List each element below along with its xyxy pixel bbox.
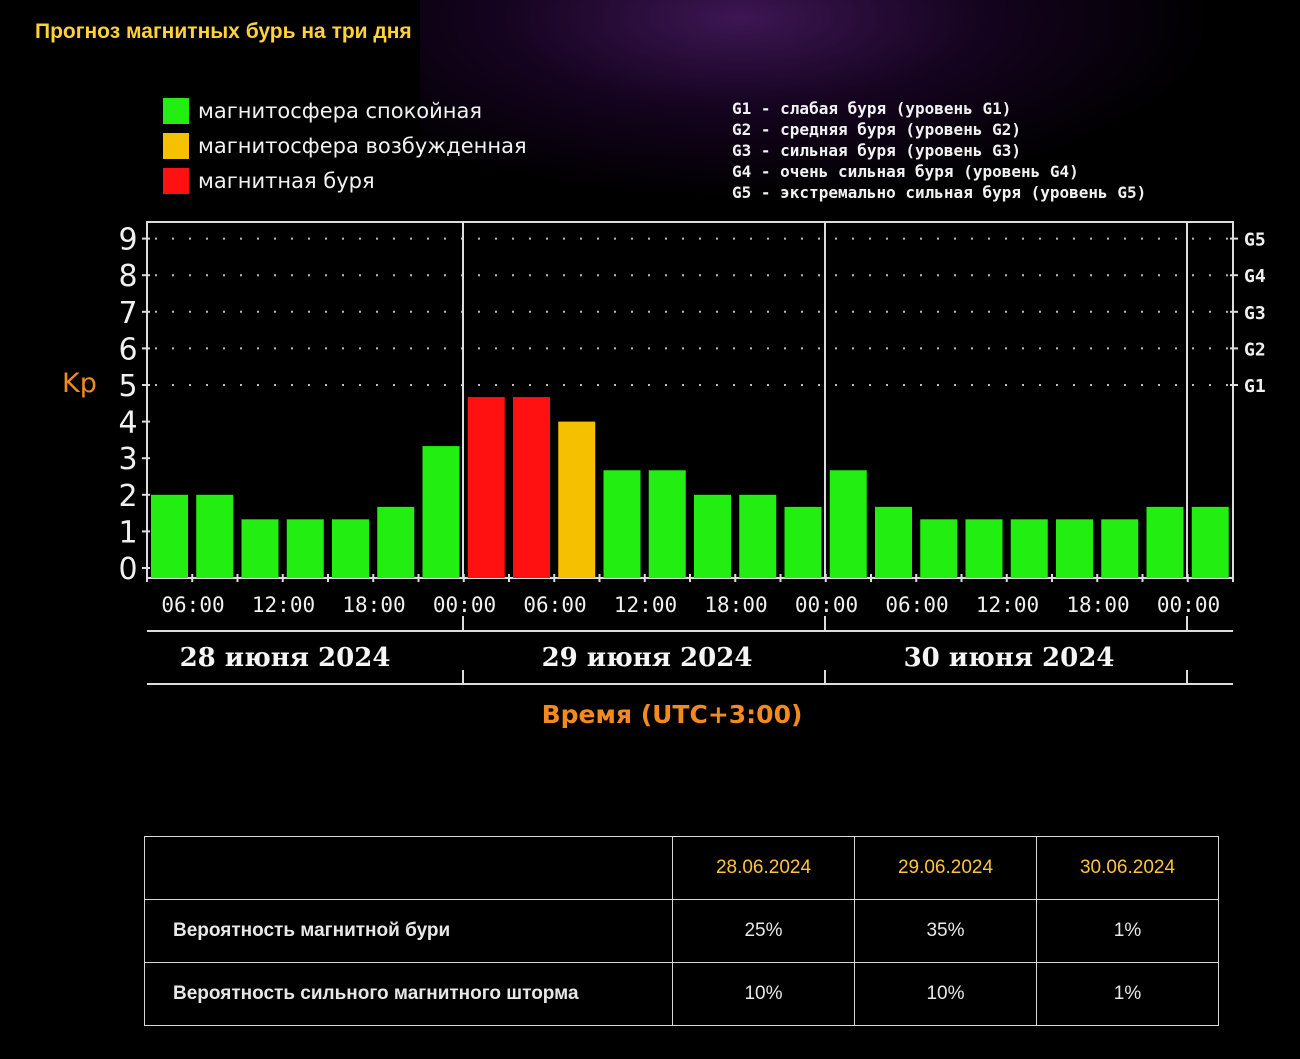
table-row: Вероятность сильного магнитного шторма 1… <box>144 962 1219 1026</box>
legend-swatch-storm <box>163 168 189 194</box>
kp-bar <box>1010 519 1048 578</box>
legend-label-quiet: магнитосфера спокойная <box>198 99 483 123</box>
table-cell: 10% <box>854 962 1037 1026</box>
kp-bar <box>1056 519 1093 578</box>
y-tick-label: 7 <box>118 296 137 331</box>
kp-bar <box>513 397 550 578</box>
g-tick-label: G1 <box>1244 376 1266 397</box>
table-row-label: Вероятность магнитной бури <box>144 899 673 963</box>
table-row: Вероятность магнитной бури 25% 35% 1% <box>144 899 1219 963</box>
g-tick-label: G2 <box>1244 339 1266 360</box>
probability-table: 28.06.2024 29.06.2024 30.06.2024 Вероятн… <box>144 836 1219 1026</box>
kp-bar <box>739 494 777 578</box>
kp-bar <box>875 506 912 578</box>
legend-label-storm: магнитная буря <box>198 169 375 193</box>
legend-swatch-quiet <box>163 98 189 124</box>
time-tick-label: 06:00 <box>523 593 586 617</box>
kp-bar <box>467 397 505 578</box>
y-tick-label: 5 <box>118 369 137 404</box>
kp-bar <box>920 519 958 578</box>
time-tick-label: 00:00 <box>433 593 496 617</box>
table-cell: 35% <box>854 899 1037 963</box>
y-tick-label: 2 <box>118 479 137 514</box>
kp-bar <box>196 494 234 578</box>
legend-item-active: магнитосфера возбужденная <box>163 132 527 160</box>
kp-bar <box>784 506 822 578</box>
kp-bar <box>151 494 188 578</box>
storm-level-g5: G5 - экстремально сильная буря (уровень … <box>732 183 1147 202</box>
y-tick-label: 4 <box>118 406 137 441</box>
legend-label-active: магнитосфера возбужденная <box>198 134 527 158</box>
storm-level-legend: G1 - слабая буря (уровень G1) G2 - средн… <box>732 98 1146 203</box>
table-header-date: 29.06.2024 <box>854 836 1037 900</box>
y-tick-label: 0 <box>118 552 137 587</box>
time-tick-label: 12:00 <box>252 593 315 617</box>
table-header-row: 28.06.2024 29.06.2024 30.06.2024 <box>144 836 1219 900</box>
day-label: 28 июня 2024 <box>180 643 391 673</box>
kp-bar <box>829 470 867 578</box>
legend-item-quiet: магнитосфера спокойная <box>163 97 482 125</box>
storm-level-g3: G3 - сильная буря (уровень G3) <box>732 141 1021 160</box>
kp-bar <box>1191 506 1229 578</box>
y-axis-label: Kp <box>62 368 97 399</box>
time-tick-label: 06:00 <box>885 593 948 617</box>
time-tick-label: 18:00 <box>704 593 767 617</box>
kp-bar <box>1146 506 1184 578</box>
time-tick-label: 18:00 <box>342 593 405 617</box>
legend-item-storm: магнитная буря <box>163 167 375 195</box>
table-cell: 1% <box>1036 899 1219 963</box>
y-tick-label: 8 <box>118 259 137 294</box>
kp-bar <box>377 506 415 578</box>
time-tick-label: 06:00 <box>161 593 224 617</box>
y-tick-label: 1 <box>118 515 137 550</box>
table-row-label: Вероятность сильного магнитного шторма <box>144 962 673 1026</box>
table-header-date: 30.06.2024 <box>1036 836 1219 900</box>
kp-bar <box>286 519 324 578</box>
page-title: Прогноз магнитных бурь на три дня <box>35 20 412 43</box>
g-tick-label: G3 <box>1244 303 1266 324</box>
time-tick-label: 12:00 <box>614 593 677 617</box>
kp-bar <box>965 519 1003 578</box>
kp-bar <box>603 470 641 578</box>
time-tick-label: 18:00 <box>1066 593 1129 617</box>
table-cell: 1% <box>1036 962 1219 1026</box>
y-tick-label: 3 <box>118 442 137 477</box>
kp-bar <box>422 446 460 578</box>
kp-bar <box>648 470 686 578</box>
kp-bar <box>332 519 369 578</box>
time-tick-label: 00:00 <box>1157 593 1220 617</box>
kp-bar <box>241 519 279 578</box>
table-header-empty <box>144 836 673 900</box>
day-label: 30 июня 2024 <box>904 643 1115 673</box>
time-tick-label: 00:00 <box>795 593 858 617</box>
y-tick-label: 6 <box>118 332 137 367</box>
kp-bar <box>558 421 596 578</box>
g-tick-label: G5 <box>1244 230 1266 251</box>
storm-level-g2: G2 - средняя буря (уровень G2) <box>732 120 1021 139</box>
legend-swatch-active <box>163 133 189 159</box>
kp-bar <box>1101 519 1139 578</box>
g-tick-label: G4 <box>1244 266 1266 287</box>
storm-level-g4: G4 - очень сильная буря (уровень G4) <box>732 162 1079 181</box>
x-axis-title-text: Время (UTC+3:00) <box>541 700 803 729</box>
storm-level-g1: G1 - слабая буря (уровень G1) <box>732 99 1012 118</box>
kp-bar <box>694 494 731 578</box>
day-label: 29 июня 2024 <box>542 643 753 673</box>
table-cell: 10% <box>672 962 855 1026</box>
table-header-date: 28.06.2024 <box>672 836 855 900</box>
time-tick-label: 12:00 <box>976 593 1039 617</box>
y-tick-label: 9 <box>118 223 137 258</box>
x-axis-title: Время (UTC+3:00) <box>0 700 1300 729</box>
table-cell: 25% <box>672 899 855 963</box>
